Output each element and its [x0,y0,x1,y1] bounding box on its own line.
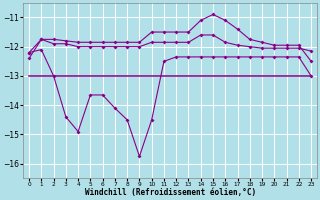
X-axis label: Windchill (Refroidissement éolien,°C): Windchill (Refroidissement éolien,°C) [84,188,256,197]
